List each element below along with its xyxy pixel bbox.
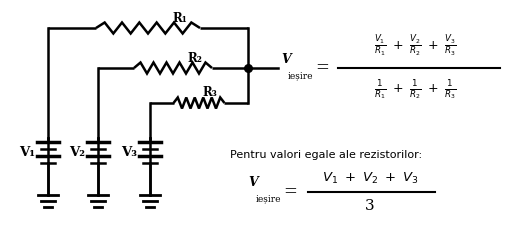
Text: ieșire: ieșire [288,71,313,80]
Text: R₃: R₃ [202,87,217,99]
Text: V₁: V₁ [19,145,35,158]
Text: R₁: R₁ [172,11,187,25]
Text: V₃: V₃ [121,145,137,158]
Text: ieșire: ieșire [256,194,281,203]
Text: $\frac{V_1}{R_1}\ +\ \frac{V_2}{R_2}\ +\ \frac{V_3}{R_3}$: $\frac{V_1}{R_1}\ +\ \frac{V_2}{R_2}\ +\… [373,34,456,58]
Text: V: V [247,176,257,189]
Text: $V_1\ +\ V_2\ +\ V_3$: $V_1\ +\ V_2\ +\ V_3$ [321,170,417,185]
Text: 3: 3 [364,199,374,213]
Text: =: = [282,183,296,201]
Text: =: = [315,60,328,76]
Text: R₂: R₂ [187,52,202,65]
Text: V: V [280,53,290,66]
Text: $\frac{1}{R_1}\ +\ \frac{1}{R_2}\ +\ \frac{1}{R_3}$: $\frac{1}{R_1}\ +\ \frac{1}{R_2}\ +\ \fr… [373,78,456,102]
Text: V₂: V₂ [69,145,85,158]
Text: Pentru valori egale ale rezistorilor:: Pentru valori egale ale rezistorilor: [230,150,421,160]
